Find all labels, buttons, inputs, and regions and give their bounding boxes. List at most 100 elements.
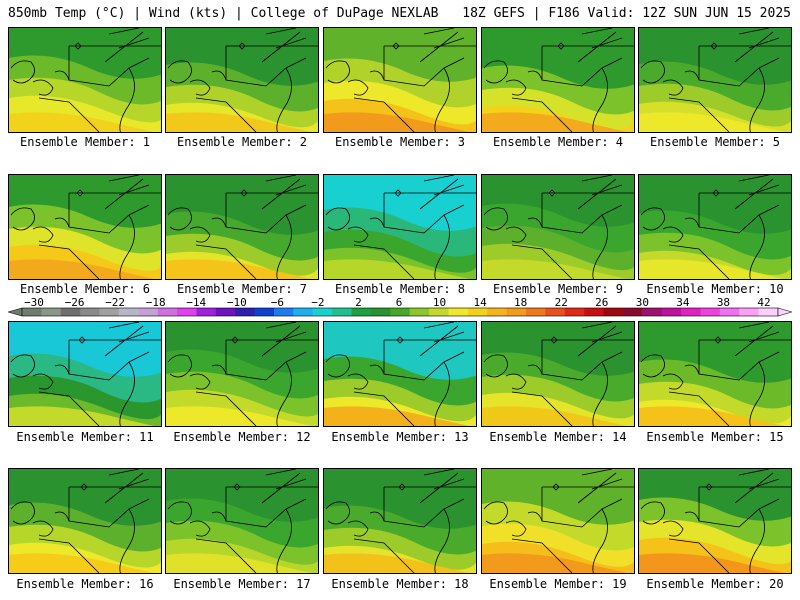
colorbar-swatch [118,308,139,316]
ensemble-member-label: Ensemble Member: 10 [646,282,784,296]
colorbar-swatch [603,308,624,316]
colorbar-tick: 42 [757,296,771,309]
ensemble-member-label: Ensemble Member: 19 [489,577,627,591]
ensemble-map-panel [8,27,162,133]
colorbar-tick: 34 [676,296,690,309]
colorbar-swatch [312,308,333,316]
ensemble-map-panel [481,27,635,133]
colorbar-tick: −14 [186,296,207,309]
colorbar-tick: −2 [311,296,325,309]
ensemble-member-label: Ensemble Member: 13 [331,430,469,444]
colorbar-swatch [138,308,159,316]
ensemble-member-label: Ensemble Member: 17 [173,577,311,591]
colorbar-tick: 22 [554,296,568,309]
colorbar-swatch [293,308,314,316]
ensemble-map-panel [638,321,792,427]
colorbar-swatch [235,308,256,316]
colorbar-swatch [681,308,701,316]
ensemble-member-label: Ensemble Member: 15 [646,430,784,444]
colorbar-swatch [545,308,566,316]
colorbar-tick: −18 [145,296,166,309]
ensemble-member-label: Ensemble Member: 6 [19,282,151,296]
colorbar-swatch [506,308,527,316]
ensemble-map-panel [638,174,792,280]
colorbar-swatch [351,308,372,316]
ensemble-member-label: Ensemble Member: 18 [331,577,469,591]
colorbar-swatch [448,308,469,316]
ensemble-member-label: Ensemble Member: 9 [492,282,624,296]
ensemble-member-label: Ensemble Member: 11 [16,430,154,444]
colorbar-tick: −22 [105,296,126,309]
ensemble-map-panel [481,174,635,280]
colorbar-swatch [22,308,42,316]
colorbar-tick: −30 [24,296,44,309]
colorbar-tick: 6 [395,296,403,309]
colorbar-swatch [215,308,236,316]
ensemble-member-label: Ensemble Member: 7 [176,282,308,296]
ensemble-map-panel [165,468,319,574]
colorbar-swatch [157,308,178,316]
colorbar-swatch [758,308,779,316]
colorbar-tick: −26 [64,296,85,309]
chart-title: 850mb Temp (°C) | Wind (kts) | College o… [8,6,439,21]
colorbar-swatch [60,308,81,316]
colorbar-swatch [487,308,508,316]
ensemble-member-label: Ensemble Member: 16 [16,577,154,591]
colorbar-swatch [719,308,740,316]
ensemble-member-label: Ensemble Member: 12 [173,430,311,444]
ensemble-map-panel [481,468,635,574]
colorbar-swatch [739,308,760,316]
colorbar-swatch [177,308,197,316]
ensemble-map-panel [8,468,162,574]
colorbar-swatch [622,308,643,316]
ensemble-map-panel [8,174,162,280]
ensemble-map-panel [638,27,792,133]
colorbar-tick: 30 [635,296,649,309]
ensemble-member-label: Ensemble Member: 5 [649,135,781,149]
colorbar-swatch [661,308,682,316]
colorbar-swatch [409,308,430,316]
ensemble-map-panel [8,321,162,427]
colorbar-swatch [467,308,488,316]
colorbar-swatch [196,308,217,316]
ensemble-map-panel [165,27,319,133]
colorbar-tick: 14 [473,296,487,309]
colorbar-swatch [429,308,449,316]
colorbar-tick: 26 [595,296,609,309]
colorbar-swatch [700,308,721,316]
colorbar-swatch [526,308,546,316]
ensemble-member-label: Ensemble Member: 3 [334,135,466,149]
ensemble-member-label: Ensemble Member: 20 [646,577,784,591]
ensemble-map-panel [165,174,319,280]
colorbar-tick: 10 [432,296,447,309]
ensemble-member-label: Ensemble Member: 8 [334,282,466,296]
ensemble-map-panel [638,468,792,574]
ensemble-map-panel [165,321,319,427]
colorbar-tick: −10 [226,296,247,309]
colorbar-tick: 2 [355,296,362,309]
colorbar-swatch [332,308,353,316]
ensemble-map-panel [481,321,635,427]
colorbar-swatch [80,308,101,316]
colorbar-swatch [41,308,62,316]
ensemble-map-panel [323,468,477,574]
colorbar-swatch [642,308,663,316]
temperature-colorbar [8,296,792,320]
ensemble-member-label: Ensemble Member: 14 [489,430,627,444]
ensemble-member-label: Ensemble Member: 4 [492,135,624,149]
colorbar-swatch [99,308,120,316]
colorbar-tick: 38 [716,296,731,309]
colorbar-swatch [274,308,294,316]
ensemble-member-label: Ensemble Member: 2 [176,135,308,149]
ensemble-map-panel [323,27,477,133]
colorbar-swatch [370,308,391,316]
ensemble-member-label: Ensemble Member: 1 [19,135,151,149]
colorbar-tick: −6 [270,296,284,309]
colorbar-tick: 18 [514,296,528,309]
colorbar-swatch [254,308,275,316]
colorbar-swatch [564,308,585,316]
model-run-info: 18Z GEFS | F186 Valid: 12Z SUN JUN 15 20… [462,6,791,21]
ensemble-map-panel [323,321,477,427]
colorbar-swatch [390,308,411,316]
colorbar-swatch [584,308,605,316]
